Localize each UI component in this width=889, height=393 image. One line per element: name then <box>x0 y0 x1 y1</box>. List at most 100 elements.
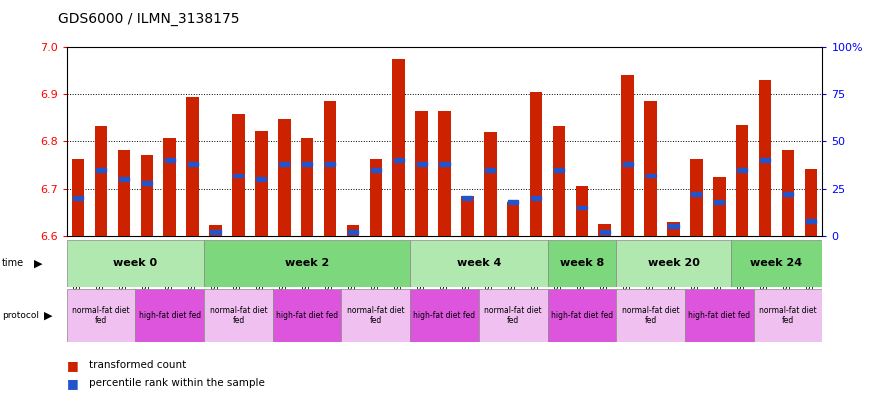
Text: transformed count: transformed count <box>89 360 186 371</box>
Text: week 4: week 4 <box>457 258 501 268</box>
Bar <box>417 162 427 166</box>
Bar <box>685 289 754 342</box>
Bar <box>507 202 519 236</box>
Bar <box>553 127 565 236</box>
Bar <box>805 169 817 236</box>
Bar <box>324 101 336 236</box>
Bar <box>731 240 822 287</box>
Bar <box>759 80 772 236</box>
Bar <box>554 168 564 172</box>
Text: normal-fat diet
fed: normal-fat diet fed <box>347 306 404 325</box>
Text: high-fat diet fed: high-fat diet fed <box>276 311 338 320</box>
Bar <box>530 92 542 236</box>
Bar <box>325 162 335 166</box>
Text: high-fat diet fed: high-fat diet fed <box>413 311 476 320</box>
Bar <box>548 289 616 342</box>
Bar <box>209 226 222 236</box>
Bar <box>348 230 358 234</box>
Text: high-fat diet fed: high-fat diet fed <box>551 311 613 320</box>
Bar <box>67 240 204 287</box>
Bar <box>600 230 610 234</box>
Bar <box>783 193 793 196</box>
Bar <box>302 162 312 166</box>
Bar <box>164 138 176 236</box>
Bar <box>278 119 291 236</box>
Bar <box>713 177 725 236</box>
Text: normal-fat diet
fed: normal-fat diet fed <box>759 306 817 325</box>
Text: ▶: ▶ <box>34 258 43 268</box>
Bar <box>140 155 153 236</box>
Bar <box>714 200 725 204</box>
Bar <box>211 230 220 234</box>
Bar <box>669 224 678 228</box>
Text: ■: ■ <box>67 376 78 390</box>
Text: normal-fat diet
fed: normal-fat diet fed <box>621 306 679 325</box>
Bar <box>479 289 548 342</box>
Bar <box>135 289 204 342</box>
Bar <box>234 174 244 177</box>
Bar <box>645 101 657 236</box>
Bar <box>187 97 199 236</box>
Bar <box>256 177 267 181</box>
Bar <box>204 240 410 287</box>
Bar <box>273 289 341 342</box>
Text: high-fat diet fed: high-fat diet fed <box>139 311 201 320</box>
Text: week 8: week 8 <box>560 258 604 268</box>
Bar <box>736 125 749 236</box>
Bar <box>484 132 497 236</box>
Bar <box>96 168 106 172</box>
Bar <box>141 181 152 185</box>
Text: week 0: week 0 <box>113 258 157 268</box>
Bar <box>531 196 541 200</box>
Bar <box>67 289 135 342</box>
Text: week 2: week 2 <box>285 258 329 268</box>
Bar <box>415 111 428 236</box>
Bar <box>737 168 748 172</box>
Bar <box>692 193 701 196</box>
Bar <box>690 160 702 236</box>
Text: ▶: ▶ <box>44 310 53 320</box>
Bar <box>616 240 731 287</box>
Text: normal-fat diet
fed: normal-fat diet fed <box>210 306 268 325</box>
Bar <box>394 158 404 162</box>
Bar <box>72 160 84 236</box>
Bar <box>462 196 472 200</box>
Bar <box>300 138 314 236</box>
Text: ■: ■ <box>67 359 78 372</box>
Bar <box>781 150 794 236</box>
Text: high-fat diet fed: high-fat diet fed <box>688 311 750 320</box>
Text: percentile rank within the sample: percentile rank within the sample <box>89 378 265 388</box>
Bar <box>439 162 450 166</box>
Bar <box>279 162 289 166</box>
Bar <box>509 200 518 204</box>
Bar <box>461 196 474 236</box>
Text: normal-fat diet
fed: normal-fat diet fed <box>485 306 542 325</box>
Bar <box>548 240 616 287</box>
Text: GDS6000 / ILMN_3138175: GDS6000 / ILMN_3138175 <box>58 12 239 26</box>
Text: normal-fat diet
fed: normal-fat diet fed <box>72 306 130 325</box>
Text: time: time <box>2 258 24 268</box>
Bar <box>73 196 84 200</box>
Text: week 24: week 24 <box>750 258 803 268</box>
Bar <box>616 289 685 342</box>
Bar <box>754 289 822 342</box>
Bar <box>232 114 244 236</box>
Bar <box>164 158 175 162</box>
Bar <box>370 160 382 236</box>
Bar <box>577 206 587 209</box>
Bar <box>622 162 633 166</box>
Bar <box>341 289 410 342</box>
Bar <box>485 168 495 172</box>
Bar <box>598 224 611 236</box>
Bar <box>392 59 405 236</box>
Bar <box>188 162 197 166</box>
Bar <box>760 158 770 162</box>
Bar <box>410 240 548 287</box>
Bar <box>805 219 816 222</box>
Text: protocol: protocol <box>2 311 39 320</box>
Bar <box>410 289 479 342</box>
Text: week 20: week 20 <box>647 258 700 268</box>
Bar <box>667 222 680 236</box>
Bar <box>119 177 129 181</box>
Bar <box>117 150 130 236</box>
